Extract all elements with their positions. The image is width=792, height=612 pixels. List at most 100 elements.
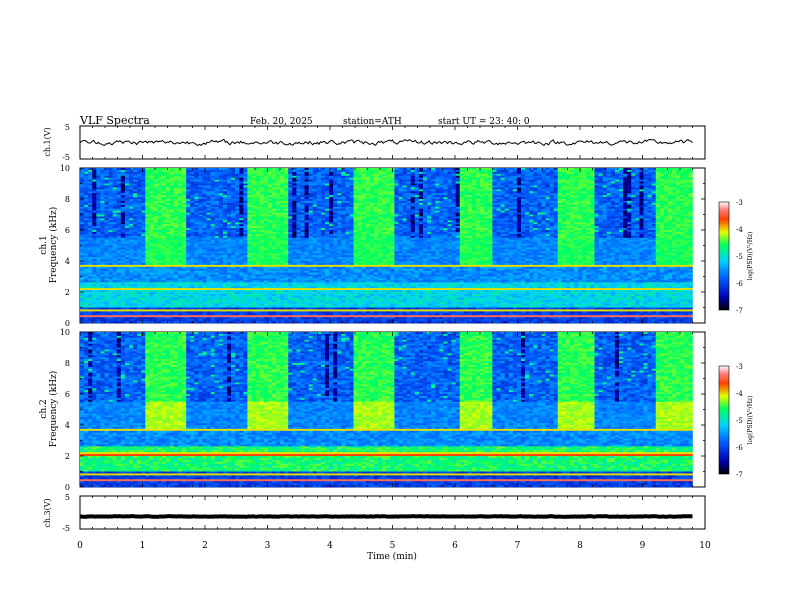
spectrogram-cell (182, 303, 187, 306)
spectrogram-cell (276, 237, 281, 240)
spectrogram-cell (263, 206, 269, 209)
spectrogram-cell (173, 224, 179, 227)
spectrogram-cell (120, 305, 126, 308)
spectrogram-cell (235, 317, 240, 320)
spectrogram-cell (194, 293, 199, 297)
spectrogram-cell (84, 307, 89, 310)
spectrogram-cell (149, 292, 154, 295)
spectrogram-cell (141, 222, 146, 225)
spectrogram-cell (149, 230, 154, 233)
spectrogram-cell (251, 280, 256, 283)
spectrogram-cell (329, 179, 334, 182)
spectrogram-cell (276, 218, 281, 221)
spectrogram-cell (333, 222, 338, 225)
spectrogram-cell (263, 230, 269, 233)
spectrogram-cell (292, 293, 297, 297)
spectrogram-cell (218, 270, 224, 273)
spectrogram-cell (186, 185, 191, 188)
spectrogram-cell (218, 216, 224, 219)
spectrogram-cell (206, 228, 211, 231)
spectrogram-cell (194, 278, 199, 281)
spectrogram-cell (120, 175, 126, 178)
spectrogram-cell (88, 212, 93, 215)
spectrogram-cell (300, 189, 305, 192)
spectrogram-cell (129, 270, 134, 273)
spectrogram-cell (296, 274, 301, 277)
spectrogram-cell (333, 199, 338, 202)
spectrogram-cell (218, 231, 224, 235)
spectrogram-cell (206, 299, 211, 302)
spectrogram-cell (129, 315, 134, 318)
spectrogram-cell (300, 274, 305, 277)
spectrogram-cell (267, 305, 273, 308)
spectrogram-cell (92, 183, 97, 186)
spectrogram-cell (325, 268, 330, 271)
spectrogram-cell (186, 249, 191, 252)
spectrogram-cell (112, 200, 118, 204)
spectrogram-cell (133, 189, 138, 192)
spectrogram-cell (247, 303, 252, 306)
spectrogram-cell (202, 303, 207, 306)
spectrogram-cell (92, 305, 97, 308)
spectrogram-cell (202, 274, 207, 277)
spectrogram-cell (112, 311, 118, 314)
spectrogram-cell (182, 311, 187, 314)
spectrogram-cell (308, 195, 314, 198)
spectrogram-cell (235, 185, 240, 188)
spectrogram-cell (137, 321, 142, 324)
spectrogram-cell (137, 218, 142, 221)
spectrogram-cell (100, 290, 105, 293)
spectrogram-cell (280, 183, 285, 186)
spectrogram-cell (280, 261, 285, 264)
spectrogram-cell (104, 235, 109, 239)
spectrogram-cell (137, 251, 142, 254)
spectrogram-cell (194, 288, 199, 291)
spectrogram-cell (296, 206, 301, 209)
spectrogram-cell (133, 241, 138, 244)
spectrogram-cell (129, 297, 134, 301)
spectrogram-cell (304, 224, 309, 227)
spectrogram-cell (255, 286, 260, 289)
spectrogram-cell (304, 272, 309, 275)
spectrogram-cell (161, 226, 167, 229)
spectrogram-cell (120, 220, 126, 223)
spectrogram-cell (206, 272, 211, 275)
spectrogram-cell (186, 169, 191, 173)
spectrogram-cell (325, 270, 330, 273)
spectrogram-cell (235, 200, 240, 204)
spectrogram-cell (206, 199, 211, 202)
spectrogram-cell (267, 286, 273, 289)
spectrogram-cell (227, 297, 232, 301)
spectrogram-cell (88, 249, 93, 252)
spectrogram-cell (178, 235, 183, 239)
spectrogram-cell (80, 216, 85, 219)
spectrogram-cell (137, 276, 142, 279)
spectrogram-cell (100, 173, 105, 177)
spectrogram-cell (292, 183, 297, 186)
spectrogram-cell (92, 297, 97, 301)
spectrogram-cell (182, 230, 187, 233)
spectrogram-cell (304, 261, 309, 264)
spectrogram-cell (292, 212, 297, 215)
spectrogram-cell (149, 208, 154, 211)
spectrogram-cell (243, 169, 248, 173)
spectrogram-cell (296, 241, 301, 244)
spectrogram-cell (284, 309, 289, 312)
spectrogram-cell (296, 179, 301, 182)
spectrogram-cell (104, 224, 109, 227)
spectrogram-cell (271, 299, 277, 302)
spectrogram-cell (202, 175, 207, 178)
spectrogram-cell (206, 274, 211, 277)
spectrogram-cell (153, 274, 158, 277)
spectrogram-cell (263, 321, 269, 324)
spectrogram-cell (296, 243, 301, 246)
spectrogram-cell (137, 216, 142, 219)
spectrogram-cell (218, 311, 224, 314)
spectrogram-cell (288, 191, 293, 194)
spectrogram-cell (141, 224, 146, 227)
spectrogram-cell (149, 249, 154, 252)
spectrogram-cell (247, 216, 252, 219)
spectrogram-cell (210, 202, 216, 206)
spectrogram-cell (173, 266, 179, 270)
spectrogram-cell (178, 226, 183, 229)
